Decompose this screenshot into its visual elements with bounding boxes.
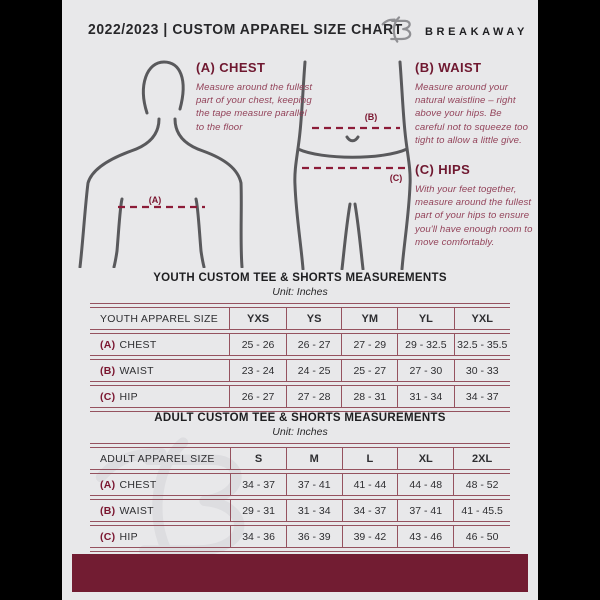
- breakaway-b-logo-icon: [380, 14, 418, 50]
- adult-size-table: ADULT APPAREL SIZE S M L XL 2XL (A) CHEST…: [90, 443, 510, 552]
- hips-instruction: (C) HIPS With your feet together, measur…: [415, 162, 533, 249]
- waist-instruction: (B) WAIST Measure around your natural wa…: [415, 60, 529, 147]
- table-row: (C) HIP 26 - 27 27 - 28 28 - 31 31 - 34 3…: [90, 385, 510, 408]
- hips-line-label: (C): [390, 173, 403, 183]
- cell: 41 - 44: [341, 473, 398, 496]
- cell: 43 - 46: [397, 525, 454, 548]
- size-header: S: [230, 447, 286, 470]
- cell: 29 - 31: [230, 499, 286, 522]
- row-label: WAIST: [119, 504, 154, 517]
- row-prefix: (C): [100, 390, 116, 403]
- cell: 31 - 34: [397, 385, 454, 408]
- cell: 27 - 30: [397, 359, 454, 382]
- row-label: WAIST: [119, 364, 154, 377]
- cell: 25 - 26: [229, 333, 286, 356]
- size-header: XL: [397, 447, 454, 470]
- cell: 27 - 28: [285, 385, 342, 408]
- brand-name: BREAKAWAY: [425, 26, 528, 38]
- footer-accent-bar: [72, 554, 528, 592]
- cell: 46 - 50: [453, 525, 510, 548]
- lower-body-diagram: (B) (C): [290, 58, 420, 270]
- waist-instruction-heading: (B) WAIST: [415, 60, 482, 75]
- table-row: (C) HIP 34 - 36 36 - 39 39 - 42 43 - 46 4…: [90, 525, 510, 548]
- cell: 39 - 42: [341, 525, 398, 548]
- table-header-row: ADULT APPAREL SIZE S M L XL 2XL: [90, 447, 510, 470]
- adult-size-section: ADULT CUSTOM TEE & SHORTS MEASUREMENTS U…: [90, 412, 510, 552]
- table-row: (A) CHEST 34 - 37 37 - 41 41 - 44 44 - 48…: [90, 473, 510, 496]
- row-prefix: (B): [100, 364, 116, 377]
- cell: 48 - 52: [453, 473, 510, 496]
- size-header: YM: [341, 307, 398, 330]
- cell: 34 - 37: [230, 473, 286, 496]
- cell: 29 - 32.5: [397, 333, 454, 356]
- chest-instruction-heading: (A) CHEST: [196, 60, 266, 75]
- youth-size-section: YOUTH CUSTOM TEE & SHORTS MEASUREMENTS U…: [90, 272, 510, 412]
- size-header: YXL: [453, 307, 510, 330]
- size-header: YS: [285, 307, 342, 330]
- page-title: 2022/2023 | CUSTOM APPAREL SIZE CHART: [88, 22, 403, 38]
- hips-instruction-heading: (C) HIPS: [415, 162, 471, 177]
- size-header: 2XL: [453, 447, 510, 470]
- row-prefix: (A): [100, 478, 116, 491]
- youth-size-col-header: YOUTH APPAREL SIZE: [90, 307, 230, 330]
- youth-table-title: YOUTH CUSTOM TEE & SHORTS MEASUREMENTS: [153, 272, 447, 284]
- cell: 37 - 41: [397, 499, 454, 522]
- size-chart-page: 2022/2023 | CUSTOM APPAREL SIZE CHART BR…: [62, 0, 538, 600]
- waist-instruction-body: Measure around your natural waistline – …: [415, 82, 529, 146]
- hips-instruction-body: With your feet together, measure around …: [415, 184, 533, 248]
- brand-block: BREAKAWAY: [380, 14, 528, 50]
- adult-size-col-header: ADULT APPAREL SIZE: [90, 447, 231, 470]
- cell: 32.5 - 35.5: [453, 333, 510, 356]
- table-row: (A) CHEST 25 - 26 26 - 27 27 - 29 29 - 32…: [90, 333, 510, 356]
- chest-instruction: (A) CHEST Measure around the fullest par…: [196, 60, 314, 134]
- chest-instruction-body: Measure around the fullest part of your …: [196, 82, 313, 133]
- cell: 34 - 36: [230, 525, 286, 548]
- row-label: CHEST: [119, 478, 157, 491]
- cell: 28 - 31: [341, 385, 398, 408]
- row-label: CHEST: [119, 338, 157, 351]
- table-row: (B) WAIST 29 - 31 31 - 34 34 - 37 37 - 41…: [90, 499, 510, 522]
- cell: 23 - 24: [229, 359, 286, 382]
- chest-line-label: (A): [149, 195, 162, 205]
- adult-table-unit: Unit: Inches: [272, 426, 328, 438]
- cell: 31 - 34: [285, 499, 342, 522]
- youth-size-table: YOUTH APPAREL SIZE YXS YS YM YL YXL (A) C…: [90, 303, 510, 412]
- waist-line-label: (B): [365, 112, 378, 122]
- row-label: HIP: [119, 390, 138, 403]
- table-row: (B) WAIST 23 - 24 24 - 25 25 - 27 27 - 30…: [90, 359, 510, 382]
- size-header: L: [341, 447, 398, 470]
- cell: 25 - 27: [341, 359, 398, 382]
- cell: 44 - 48: [397, 473, 454, 496]
- cell: 36 - 39: [285, 525, 342, 548]
- cell: 26 - 27: [229, 385, 286, 408]
- table-header-row: YOUTH APPAREL SIZE YXS YS YM YL YXL: [90, 307, 510, 330]
- cell: 26 - 27: [285, 333, 342, 356]
- row-prefix: (B): [100, 504, 116, 517]
- cell: 24 - 25: [285, 359, 342, 382]
- cell: 34 - 37: [453, 385, 510, 408]
- cell: 34 - 37: [341, 499, 398, 522]
- cell: 27 - 29: [341, 333, 398, 356]
- row-prefix: (C): [100, 530, 116, 543]
- cell: 37 - 41: [285, 473, 342, 496]
- youth-table-unit: Unit: Inches: [272, 286, 328, 298]
- adult-table-title: ADULT CUSTOM TEE & SHORTS MEASUREMENTS: [154, 412, 446, 424]
- cell: 41 - 45.5: [453, 499, 510, 522]
- size-header: YL: [397, 307, 454, 330]
- row-label: HIP: [119, 530, 138, 543]
- cell: 30 - 33: [453, 359, 510, 382]
- size-header: M: [285, 447, 342, 470]
- size-header: YXS: [229, 307, 286, 330]
- row-prefix: (A): [100, 338, 116, 351]
- upper-body-diagram: (A): [75, 55, 245, 268]
